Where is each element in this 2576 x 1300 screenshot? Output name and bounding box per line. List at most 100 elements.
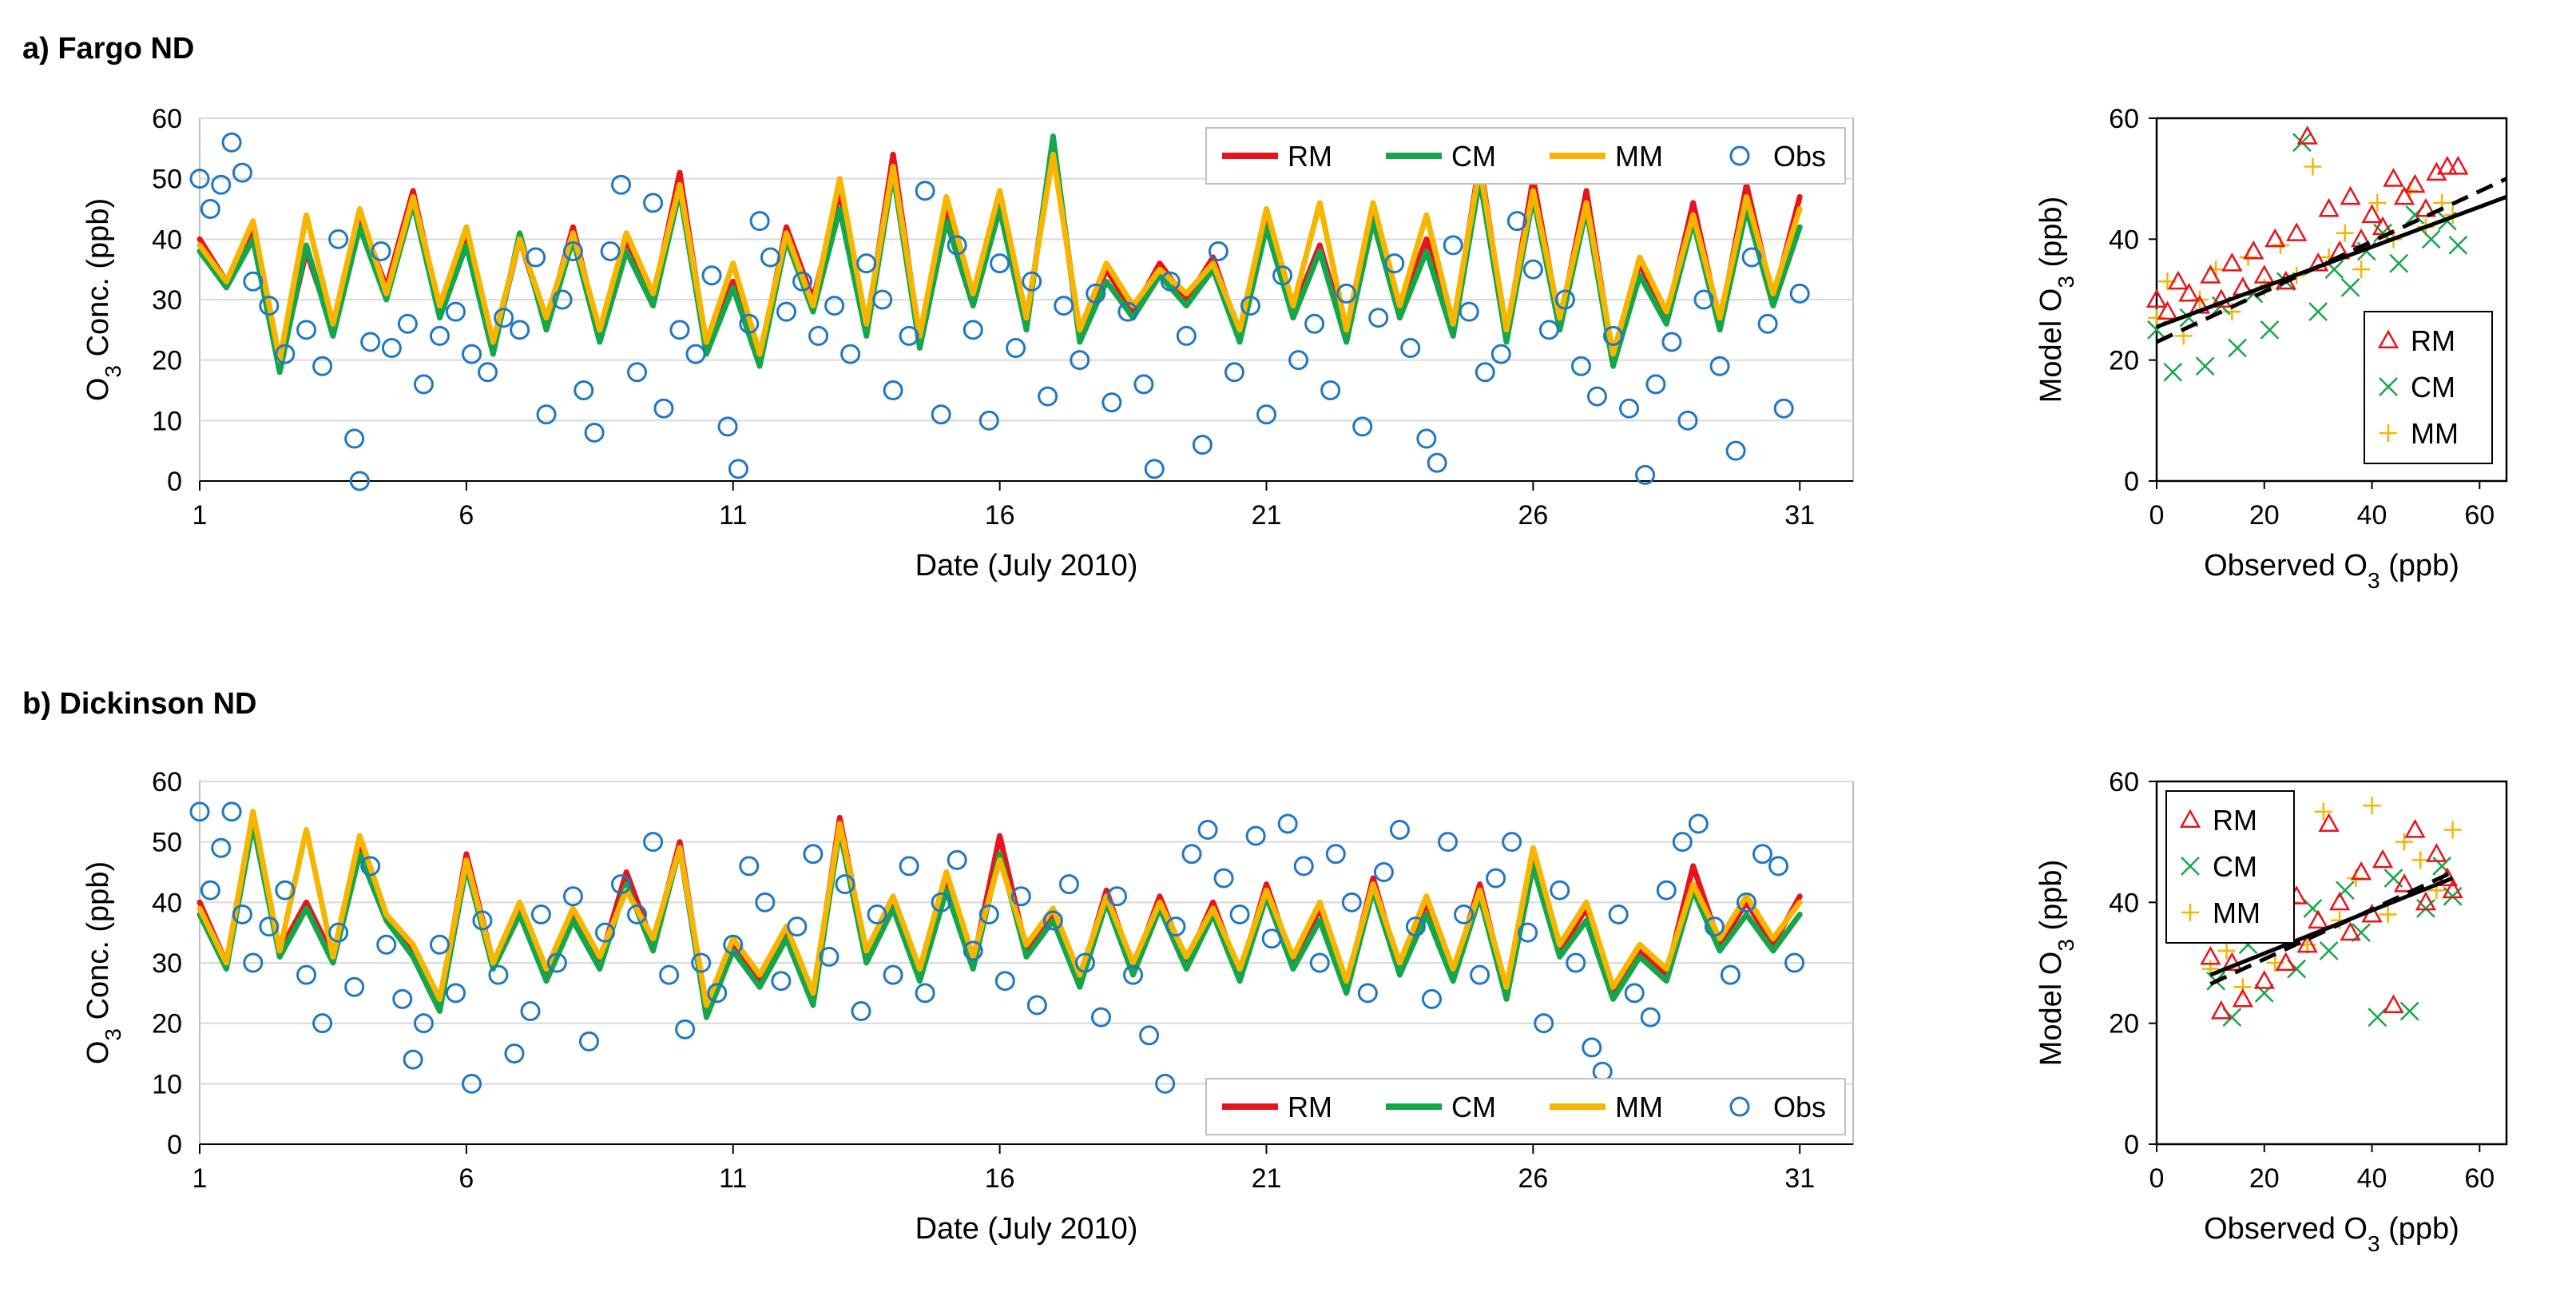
obs-point [1502,832,1522,853]
obs-point [472,910,493,931]
x-tick-label: 20 [2249,500,2280,531]
scatter-point-rm [2167,270,2189,290]
x-tick-label: 20 [2249,1163,2280,1194]
obs-point [1603,325,1624,346]
obs-point [1768,856,1789,877]
y-tick-label: 60 [152,104,182,134]
obs-point [931,892,951,912]
scatter-point-cm [2448,236,2468,255]
obs-point [883,380,903,400]
scatter-point-rm [2210,288,2232,308]
obs-point [1038,386,1058,407]
obs-point [429,934,450,955]
obs-point [1133,374,1154,395]
obs-point [1165,916,1186,937]
obs-point [211,174,232,195]
scatter-frame [2155,780,2508,1146]
fit-line-dashed [2155,177,2508,344]
obs-point [462,1073,482,1094]
obs-point [344,428,365,449]
obs-point [1058,874,1079,895]
obs-point [381,338,402,359]
scatter-point-rm [2393,873,2415,893]
legend-label-mm: MM [2411,417,2459,450]
obs-point [1261,928,1282,949]
obs-point [963,940,983,961]
obs-point [510,320,530,340]
obs-point [328,229,349,249]
obs-point [552,289,573,310]
obs-point [1454,904,1475,924]
x-tick-label: 40 [2357,500,2387,531]
obs-point [1272,265,1293,286]
obs-point [221,132,242,153]
obs-point [1757,313,1778,334]
y-tick-label: 20 [2109,1009,2139,1040]
series-line-mm [196,809,1803,1008]
scatter-point-rm [2447,155,2469,175]
obs-point [1256,404,1276,425]
obs-point [349,471,370,491]
obs-point [728,459,748,479]
obs-point [259,296,280,316]
scatter-point-rm [2296,933,2318,953]
scatter-point-rm [2286,222,2308,241]
obs-point [947,849,967,870]
obs-point [371,241,391,261]
x-tick-label: 11 [719,1163,747,1194]
scatter-point-rm [2426,843,2447,862]
scatter-point-rm [2253,264,2275,284]
scatter-point-rm [2350,861,2372,881]
x-tick-label: 60 [2464,500,2495,531]
obs-point [1656,880,1677,900]
scatter-point-mm [2352,260,2371,279]
obs-point [1176,325,1197,346]
obs-point [1070,350,1090,371]
obs-point [1022,271,1042,292]
scatter-point-rm [2275,952,2296,972]
scatter-point-rm [2296,125,2318,145]
obs-point [446,983,466,1004]
obs-point [771,971,792,992]
obs-point [792,271,813,292]
scatter-point-rm [2383,994,2404,1014]
obs-point [360,856,381,877]
scatter-point-rm [2404,173,2426,193]
scatter-point-cm [2254,983,2274,1003]
scatter-point-cm [2228,338,2247,358]
obs-point [446,301,466,322]
obs-point [915,983,935,1004]
legend-label-mm: MM [2213,896,2260,929]
obs-point [574,380,594,400]
obs-point [819,946,839,967]
x-tick-label: 26 [1518,1163,1548,1194]
scatter-point-rm [2232,988,2253,1008]
obs-point [562,241,583,261]
obs-point [221,801,242,822]
obs-point [1550,880,1570,900]
obs-point [1208,241,1228,261]
obs-point [1090,1007,1111,1028]
obs-point [1554,289,1575,310]
y-tick-label: 60 [2109,104,2139,134]
legend-box [1205,1078,1846,1135]
x-tick-label: 31 [1784,1163,1815,1194]
obs-point [526,247,546,268]
y-tick-label: 40 [2109,225,2139,255]
obs-point [1389,820,1410,841]
scatter-point-rm [2383,168,2404,187]
obs-point [462,344,482,364]
obs-point [1006,338,1026,359]
obs-point [1224,362,1244,383]
obs-point [397,313,418,334]
obs-point [259,916,280,937]
scatter-point-mm [2395,833,2413,851]
y-tick-label: 30 [152,285,182,316]
fit-line-dashed [2209,870,2454,986]
y-tick-label: 20 [152,1009,182,1040]
obs-point [1309,952,1330,973]
x-tick-label: 16 [985,1163,1015,1194]
panel-title-fargo: a) Fargo ND [22,32,195,66]
obs-point [1304,313,1325,334]
scatter-point-rm [2253,970,2275,989]
